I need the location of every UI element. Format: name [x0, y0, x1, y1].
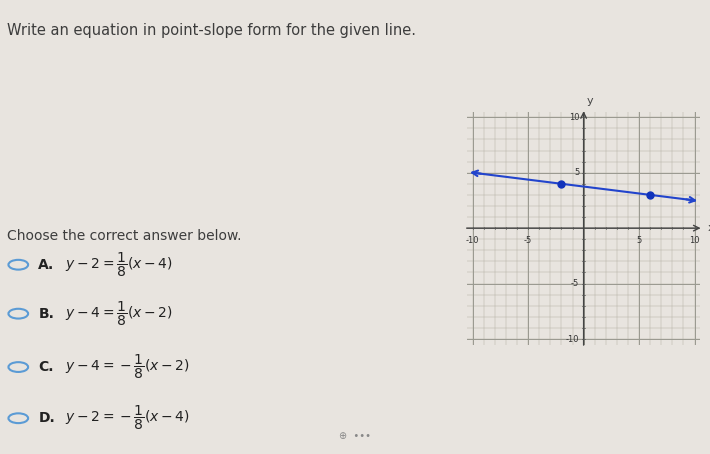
Text: y: y [587, 96, 594, 106]
Text: A.: A. [38, 258, 55, 272]
Text: x: x [708, 223, 710, 233]
Text: Write an equation in point-slope form for the given line.: Write an equation in point-slope form fo… [7, 23, 416, 38]
Text: $y-4=\dfrac{1}{8}(x-2)$: $y-4=\dfrac{1}{8}(x-2)$ [65, 300, 173, 328]
Text: -10: -10 [466, 236, 479, 245]
Text: -10: -10 [566, 335, 579, 344]
Text: $y-2=\dfrac{1}{8}(x-4)$: $y-2=\dfrac{1}{8}(x-4)$ [65, 251, 173, 279]
Text: 5: 5 [636, 236, 642, 245]
Text: -5: -5 [524, 236, 532, 245]
Text: ⊕  •••: ⊕ ••• [339, 431, 371, 441]
Text: -5: -5 [571, 279, 579, 288]
Text: D.: D. [38, 411, 55, 425]
Text: C.: C. [38, 360, 54, 374]
Text: 10: 10 [569, 113, 579, 122]
Text: $y-4=-\dfrac{1}{8}(x-2)$: $y-4=-\dfrac{1}{8}(x-2)$ [65, 353, 190, 381]
Text: 5: 5 [574, 168, 579, 177]
Text: Choose the correct answer below.: Choose the correct answer below. [7, 229, 241, 243]
Text: 10: 10 [689, 236, 700, 245]
Text: B.: B. [38, 306, 54, 321]
Text: $y-2=-\dfrac{1}{8}(x-4)$: $y-2=-\dfrac{1}{8}(x-4)$ [65, 404, 190, 432]
